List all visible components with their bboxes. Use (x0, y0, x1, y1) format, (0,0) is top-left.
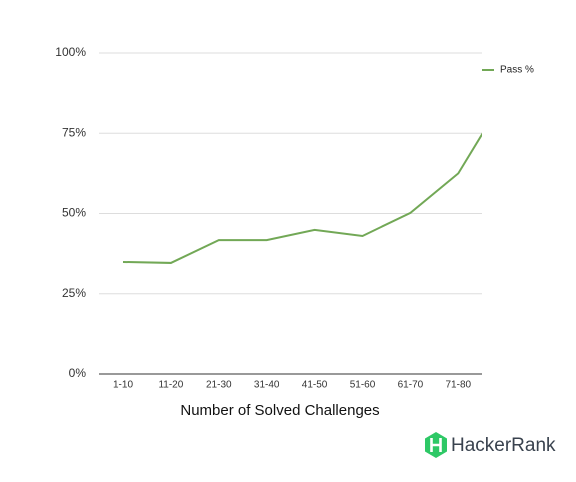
x-tick-label: 41-50 (302, 380, 328, 391)
y-tick-label: 100% (55, 45, 86, 59)
line-series (122, 132, 482, 264)
y-tick-label: 50% (62, 206, 86, 220)
brand-logo (425, 432, 447, 458)
y-tick-label: 25% (62, 286, 86, 300)
brand-name: HackerRank (451, 435, 556, 456)
x-tick-label: 61-70 (398, 380, 424, 391)
x-axis-label: Number of Solved Challenges (180, 402, 379, 419)
y-tick-label: 0% (69, 366, 87, 380)
x-tick-label: 21-30 (206, 380, 232, 391)
x-tick-label: 51-60 (350, 380, 376, 391)
x-tick-label: 31-40 (254, 380, 280, 391)
x-tick-label: 1-10 (113, 380, 133, 391)
x-tick-label: 71-80 (446, 380, 472, 391)
legend-label: Pass % (500, 65, 534, 76)
y-tick-label: 75% (62, 125, 86, 139)
x-tick-label: 11-20 (158, 380, 183, 391)
